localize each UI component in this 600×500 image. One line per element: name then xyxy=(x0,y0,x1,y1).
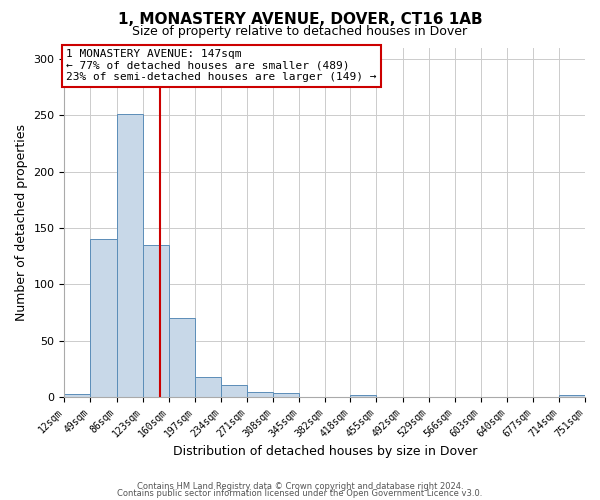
X-axis label: Distribution of detached houses by size in Dover: Distribution of detached houses by size … xyxy=(173,444,477,458)
Bar xyxy=(247,392,273,397)
Bar xyxy=(559,395,585,397)
Bar xyxy=(116,114,143,397)
Bar xyxy=(143,245,169,397)
Text: 1, MONASTERY AVENUE, DOVER, CT16 1AB: 1, MONASTERY AVENUE, DOVER, CT16 1AB xyxy=(118,12,482,28)
Text: Size of property relative to detached houses in Dover: Size of property relative to detached ho… xyxy=(133,25,467,38)
Y-axis label: Number of detached properties: Number of detached properties xyxy=(15,124,28,321)
Bar xyxy=(169,318,195,397)
Bar xyxy=(91,240,116,397)
Bar xyxy=(273,392,299,397)
Bar xyxy=(195,377,221,397)
Text: Contains public sector information licensed under the Open Government Licence v3: Contains public sector information licen… xyxy=(118,489,482,498)
Text: 1 MONASTERY AVENUE: 147sqm
← 77% of detached houses are smaller (489)
23% of sem: 1 MONASTERY AVENUE: 147sqm ← 77% of deta… xyxy=(66,49,376,82)
Bar xyxy=(64,394,91,397)
Bar xyxy=(221,385,247,397)
Bar xyxy=(350,395,376,397)
Text: Contains HM Land Registry data © Crown copyright and database right 2024.: Contains HM Land Registry data © Crown c… xyxy=(137,482,463,491)
